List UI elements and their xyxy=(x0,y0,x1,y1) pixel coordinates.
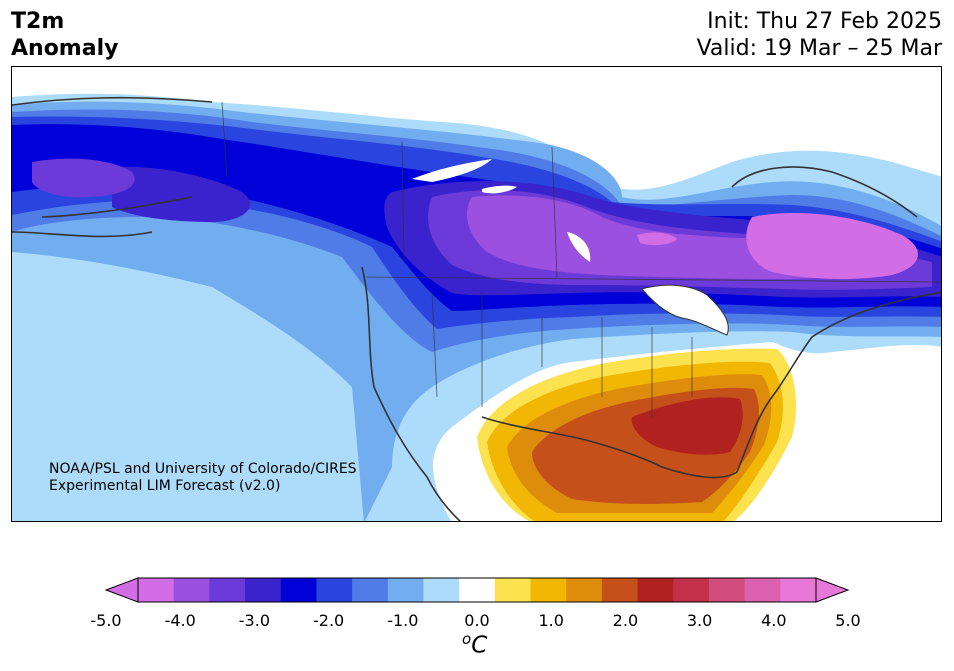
colorbar-outline xyxy=(137,577,817,603)
colorbar-swatch xyxy=(280,578,317,602)
colorbar-tick-label: 4.0 xyxy=(761,611,786,630)
colorbar-swatch xyxy=(245,578,282,602)
colorbar-swatch xyxy=(530,578,567,602)
state-borders xyxy=(221,101,941,417)
colorbar-tick-label: -1.0 xyxy=(387,611,418,630)
colorbar-swatch xyxy=(744,578,781,602)
attribution-line-1: NOAA/PSL and University of Colorado/CIRE… xyxy=(49,461,357,477)
colorbar-extend-low xyxy=(104,577,139,603)
colorbar-tick-label: -2.0 xyxy=(313,611,344,630)
colorbar-tick-label: 1.0 xyxy=(538,611,563,630)
attribution-line-2: Experimental LIM Forecast (v2.0) xyxy=(49,478,281,494)
colorbar-swatch xyxy=(494,578,532,602)
colorbar-swatch xyxy=(459,578,496,602)
contour-anomaly-plus-2-5 xyxy=(631,397,743,455)
colorbar-swatch xyxy=(209,578,246,602)
colorbar-swatch xyxy=(637,578,674,602)
colorbar: -5.0 -4.0 -3.0 -2.0 -1.0 0.0 1.0 2.0 3.0 4.0 5.0 xyxy=(90,577,861,630)
title-subtitle: Anomaly xyxy=(11,36,119,61)
contour-anomaly-minus-4-5 xyxy=(637,213,919,279)
colorbar-swatch xyxy=(708,578,746,602)
anomaly-map xyxy=(11,66,942,522)
colorbar-tick-label: -4.0 xyxy=(165,611,196,630)
title-variable: T2m xyxy=(11,9,65,34)
colorbar-extend-high xyxy=(815,577,850,603)
colorbar-swatch xyxy=(173,578,210,602)
colorbar-tick-label: 0.0 xyxy=(464,611,489,630)
colorbar-swatch xyxy=(780,578,817,602)
colorbar-tick-label: 2.0 xyxy=(613,611,638,630)
forecast-dates: Init: Thu 27 Feb 2025 Valid: 19 Mar – 25… xyxy=(697,8,942,62)
colorbar-swatch xyxy=(423,578,460,602)
colorbar-tick-label: -5.0 xyxy=(90,611,121,630)
colorbar-swatch xyxy=(601,578,639,602)
coastline xyxy=(12,96,941,521)
colorbar-swatch xyxy=(352,578,389,602)
colorbar-tick-label: -3.0 xyxy=(239,611,270,630)
anomaly-map-canvas xyxy=(12,93,941,521)
colorbar-swatch xyxy=(566,578,603,602)
colorbar-swatch xyxy=(316,578,353,602)
colorbar-tick-label: 3.0 xyxy=(687,611,712,630)
colorbar-unit: oC xyxy=(462,630,488,659)
colorbar-swatch xyxy=(387,578,424,602)
colorbar-swatch xyxy=(673,578,710,602)
attribution: NOAA/PSL and University of Colorado/CIRE… xyxy=(49,461,357,495)
colorbar-tick-label: 5.0 xyxy=(835,611,860,630)
valid-range: Valid: 19 Mar – 25 Mar xyxy=(696,36,942,61)
map-title: T2m Anomaly xyxy=(11,8,118,62)
init-date: Init: Thu 27 Feb 2025 xyxy=(707,9,942,34)
great-lakes xyxy=(641,284,729,336)
colorbar-swatch xyxy=(138,578,175,602)
